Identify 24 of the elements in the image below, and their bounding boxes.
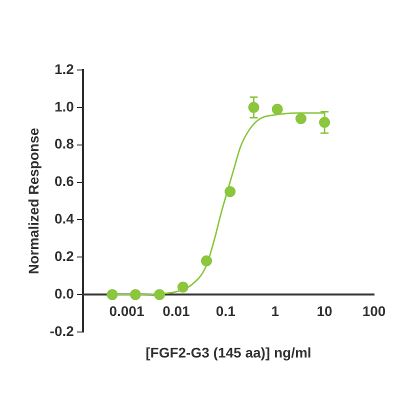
- y-tick-label: 0.2: [54, 248, 74, 264]
- x-tick-label: 10: [316, 302, 333, 319]
- point: [224, 186, 236, 198]
- y-tick-label: 1.0: [54, 98, 74, 114]
- x-tick-label: 1: [271, 302, 280, 319]
- point: [272, 104, 283, 115]
- x-tick-label: 0.01: [162, 302, 190, 319]
- point: [177, 282, 188, 293]
- y-tick-label: 0.6: [54, 173, 74, 190]
- point: [200, 255, 212, 266]
- x-axis-title: [FGF2-G3 (145 aa)] ng/ml: [146, 344, 312, 361]
- y-axis-title: Normalized Response: [25, 128, 42, 274]
- y-tick-label: 0.4: [54, 210, 74, 227]
- y-tick-label: -0.2: [50, 322, 74, 339]
- x-tick-label: 100: [362, 302, 386, 319]
- x-tick-label: 0.001: [109, 302, 144, 319]
- point: [130, 289, 141, 300]
- point: [154, 289, 166, 300]
- y-tick-label: 1.2: [54, 60, 74, 77]
- point: [295, 113, 306, 124]
- y-tick-label: 0.0: [54, 285, 74, 302]
- x-tick-label: 0.1: [216, 302, 236, 319]
- point: [106, 289, 118, 300]
- y-tick-label: 0.8: [54, 136, 74, 152]
